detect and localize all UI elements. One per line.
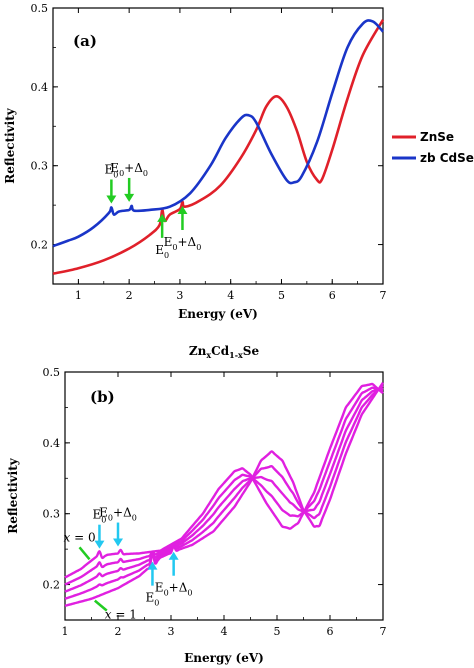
panel-a-legend: ZnSe zb CdSe — [392, 130, 474, 165]
panel-a-y-axis-label: Reflectivity — [3, 107, 17, 183]
title-zn: Zn — [189, 344, 207, 358]
panel-b-y-tick-label: 0.5 — [43, 366, 61, 379]
panel-a-ticks: 1 2 3 4 5 6 7 0.2 0.3 0.4 0.5 — [31, 2, 387, 302]
title-se: Se — [243, 344, 260, 358]
panel-b-y-tick-label: 0.2 — [43, 579, 61, 592]
panel-b-ticks: 1 2 3 4 5 6 7 0.2 0.3 0.4 0.5 — [43, 366, 387, 638]
panel-b-y-axis-label: Reflectivity — [6, 457, 20, 533]
panel-a-x-tick-label: 1 — [75, 289, 82, 302]
panel-b-annotation-arrowhead — [168, 551, 179, 560]
panel-a-annotation-label: E0 — [104, 163, 118, 180]
panel-b-series — [64, 381, 385, 607]
panel-a-annotation-label: E0 — [155, 243, 169, 260]
panel-b-x-label-arrow — [78, 546, 91, 561]
panel-a-y-tick-label: 0.4 — [31, 81, 49, 94]
panel-a-annotation-arrowhead — [177, 205, 188, 214]
panel-b-x-tick-label: 7 — [380, 625, 387, 638]
panel-a-x-tick-label: 5 — [278, 289, 285, 302]
panel-b: ZnxCd1-xSe 1 2 3 4 5 6 70.20.30.40.5 E0E0+Δ0E0… — [6, 344, 387, 665]
panel-b-x-tick-label: 6 — [327, 625, 334, 638]
series-line-znse — [52, 19, 385, 275]
panel-a-x-axis-label: Energy (eV) — [178, 307, 258, 321]
panel-a-annotation-arrowhead — [106, 195, 117, 204]
panel-b-series-line — [64, 384, 384, 600]
panel-b-x-tick-label: 1 — [62, 625, 69, 638]
panel-b-y-tick-label: 0.4 — [43, 437, 61, 450]
panel-a-y-tick-label: 0.2 — [31, 239, 49, 252]
panel-a-label: (a) — [73, 32, 97, 50]
panel-b-x-axis-label: Energy (eV) — [184, 651, 264, 665]
panel-a-y-tick-label: 0.5 — [31, 2, 49, 15]
panel-b-series-line — [64, 381, 385, 607]
panel-b-annotation-label: E0 — [146, 591, 160, 608]
title-cd: Cd — [211, 344, 230, 358]
panel-a-annotation-label: E0+Δ0 — [164, 235, 202, 252]
panel-a-y-tick-label: 0.3 — [31, 160, 49, 173]
panel-a-x-tick-label: 6 — [329, 289, 336, 302]
title-x-sub: x — [206, 350, 211, 360]
title-1-x-sub: 1-x — [229, 350, 243, 360]
panel-b-y-tick-label: 0.3 — [43, 508, 61, 521]
panel-a-x-tick-label: 7 — [380, 289, 387, 302]
panel-a-x-tick-label: 4 — [227, 289, 234, 302]
legend-label: ZnSe — [420, 130, 454, 144]
panel-b-annotation-arrowhead — [94, 540, 105, 549]
panel-b-x-label: x = 1 — [105, 608, 137, 622]
panel-b-x-tick-label: 5 — [274, 625, 281, 638]
panel-b-annotation-arrowhead — [113, 538, 123, 547]
panel-a-annotation-label: E0+Δ0 — [110, 161, 148, 178]
panel-b-annotation-label: E0+Δ0 — [99, 506, 137, 523]
panel-b-series-line — [64, 386, 384, 593]
panel-b-series-line — [64, 386, 384, 586]
panel-a-annotation-arrowhead — [124, 193, 135, 202]
panel-b-series-line — [64, 382, 384, 579]
panel-a-x-tick-label: 2 — [126, 289, 133, 302]
panel-b-frame — [64, 371, 384, 621]
panel-b-title: ZnxCd1-xSe — [189, 344, 260, 360]
legend-label: zb CdSe — [420, 151, 474, 165]
panel-b-x-tick-label: 4 — [221, 625, 228, 638]
panel-b-annotation-label: E0 — [93, 508, 107, 525]
panel-b-x-label-arrow — [93, 599, 108, 612]
panel-a-annotation-arrowhead — [157, 213, 168, 222]
panel-b-annotation-label: E0+Δ0 — [155, 581, 193, 598]
panel-b-annotation-arrowhead — [147, 561, 158, 570]
panel-a-frame — [52, 7, 384, 285]
panel-b-label: (b) — [90, 388, 115, 406]
panel-a-series — [52, 19, 385, 275]
panel-b-x-tick-label: 3 — [168, 625, 175, 638]
panel-a-x-tick-label: 3 — [176, 289, 183, 302]
series-line-zb-cdse — [52, 19, 384, 248]
panel-b-x-label: x = 0 — [64, 530, 96, 544]
panel-b-x-tick-label: 2 — [115, 625, 122, 638]
